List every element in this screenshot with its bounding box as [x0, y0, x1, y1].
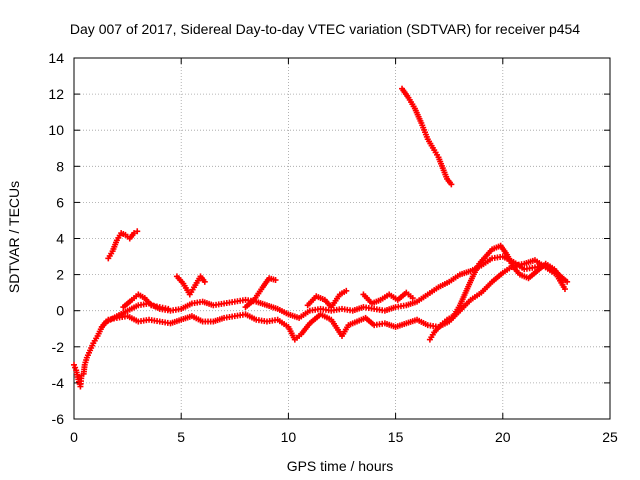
data-point: [343, 287, 350, 294]
axis-ticks: 0 5 10 15 20 25 -6 -4 -2 0 2 4 6 8 10 12 14: [48, 50, 618, 445]
data-point: [131, 230, 138, 237]
x-tick-label: 0: [70, 429, 78, 445]
data-point: [165, 305, 172, 312]
data-point: [564, 278, 571, 285]
y-tick-label: 12: [48, 86, 64, 102]
x-tick-label: 25: [602, 429, 618, 445]
data-point: [201, 278, 208, 285]
y-tick-label: 6: [56, 194, 64, 210]
data-point: [409, 295, 416, 302]
y-tick-label: 14: [48, 50, 64, 66]
x-axis-label: GPS time / hours: [287, 458, 394, 474]
data-point: [448, 181, 455, 188]
data-point: [559, 277, 566, 284]
data-points: [71, 85, 571, 390]
y-tick-label: -6: [52, 411, 65, 427]
x-tick-label: 10: [281, 429, 297, 445]
y-tick-label: -4: [52, 375, 65, 391]
y-tick-label: 0: [56, 303, 64, 319]
chart-title: Day 007 of 2017, Sidereal Day-to-day VTE…: [70, 21, 580, 37]
y-axis-label: SDTVAR / TECUs: [6, 181, 22, 293]
y-tick-label: 4: [56, 231, 64, 247]
x-tick-label: 15: [388, 429, 404, 445]
x-tick-label: 20: [495, 429, 511, 445]
x-tick-label: 5: [177, 429, 185, 445]
data-point: [134, 228, 141, 235]
data-point: [272, 277, 279, 284]
data-point: [561, 286, 568, 293]
y-tick-label: -2: [52, 339, 65, 355]
y-tick-label: 8: [56, 158, 64, 174]
y-tick-label: 2: [56, 267, 64, 283]
y-tick-label: 10: [48, 122, 64, 138]
